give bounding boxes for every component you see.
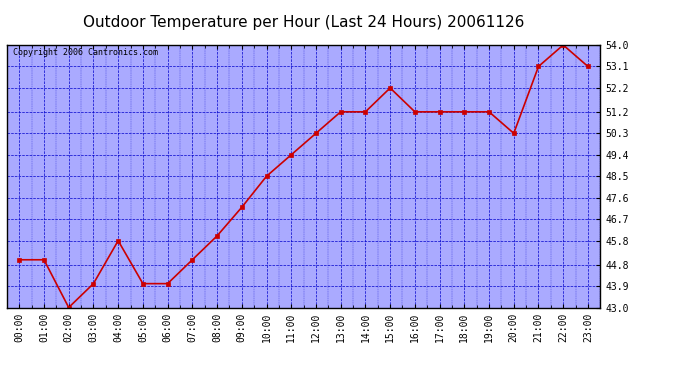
Text: Outdoor Temperature per Hour (Last 24 Hours) 20061126: Outdoor Temperature per Hour (Last 24 Ho… <box>83 15 524 30</box>
Text: Copyright 2006 Cantronics.com: Copyright 2006 Cantronics.com <box>13 48 158 57</box>
